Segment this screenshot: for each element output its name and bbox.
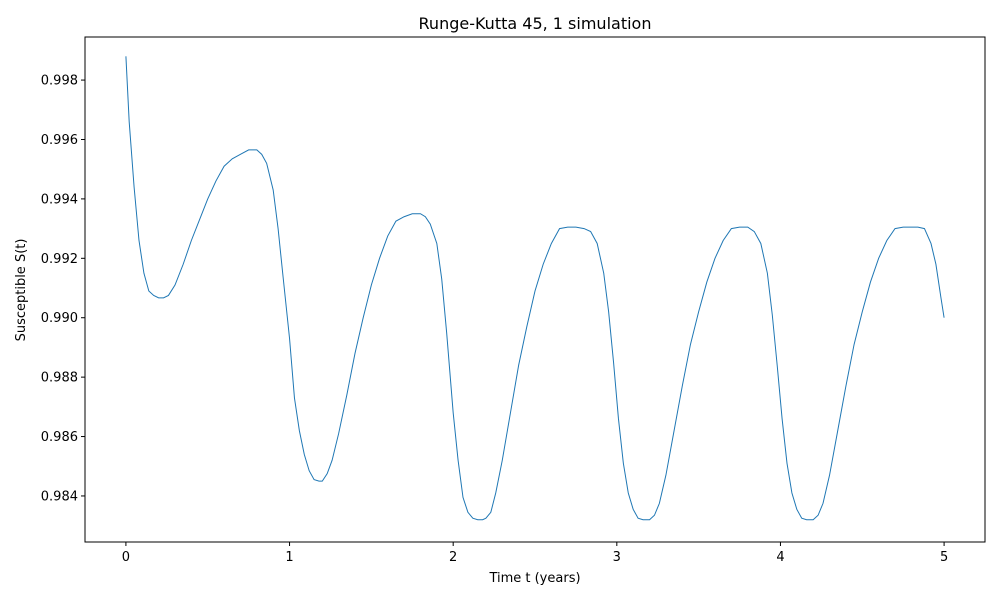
x-axis-title: Time t (years) — [488, 571, 580, 586]
y-tick-label: 0.986 — [41, 430, 78, 445]
series-line-susceptible — [125, 56, 945, 521]
y-tick-label: 0.988 — [41, 371, 78, 386]
x-tick-label: 0 — [122, 550, 130, 565]
x-tick-label: 5 — [940, 550, 948, 565]
x-tick-label: 1 — [285, 550, 293, 565]
y-tick-label: 0.990 — [41, 311, 78, 326]
x-tick-label: 3 — [613, 550, 621, 565]
y-tick-label: 0.994 — [41, 192, 78, 207]
y-tick-label: 0.998 — [41, 74, 78, 89]
x-tick-label: 2 — [449, 550, 457, 565]
y-tick-label: 0.992 — [41, 252, 78, 267]
y-tick-label: 0.984 — [41, 489, 78, 504]
axes-frame — [84, 36, 986, 543]
y-axis-ticks: 0.984 0.986 0.988 0.990 0.992 0.994 0.996 0.998 — [41, 74, 85, 504]
chart-title: Runge-Kutta 45, 1 simulation — [419, 14, 652, 33]
y-axis-title: Susceptible S(t) — [14, 239, 29, 342]
x-tick-label: 4 — [776, 550, 784, 565]
x-axis-ticks: 0 1 2 3 4 5 — [122, 542, 948, 565]
y-tick-label: 0.996 — [41, 133, 78, 148]
plot-area — [125, 56, 945, 521]
